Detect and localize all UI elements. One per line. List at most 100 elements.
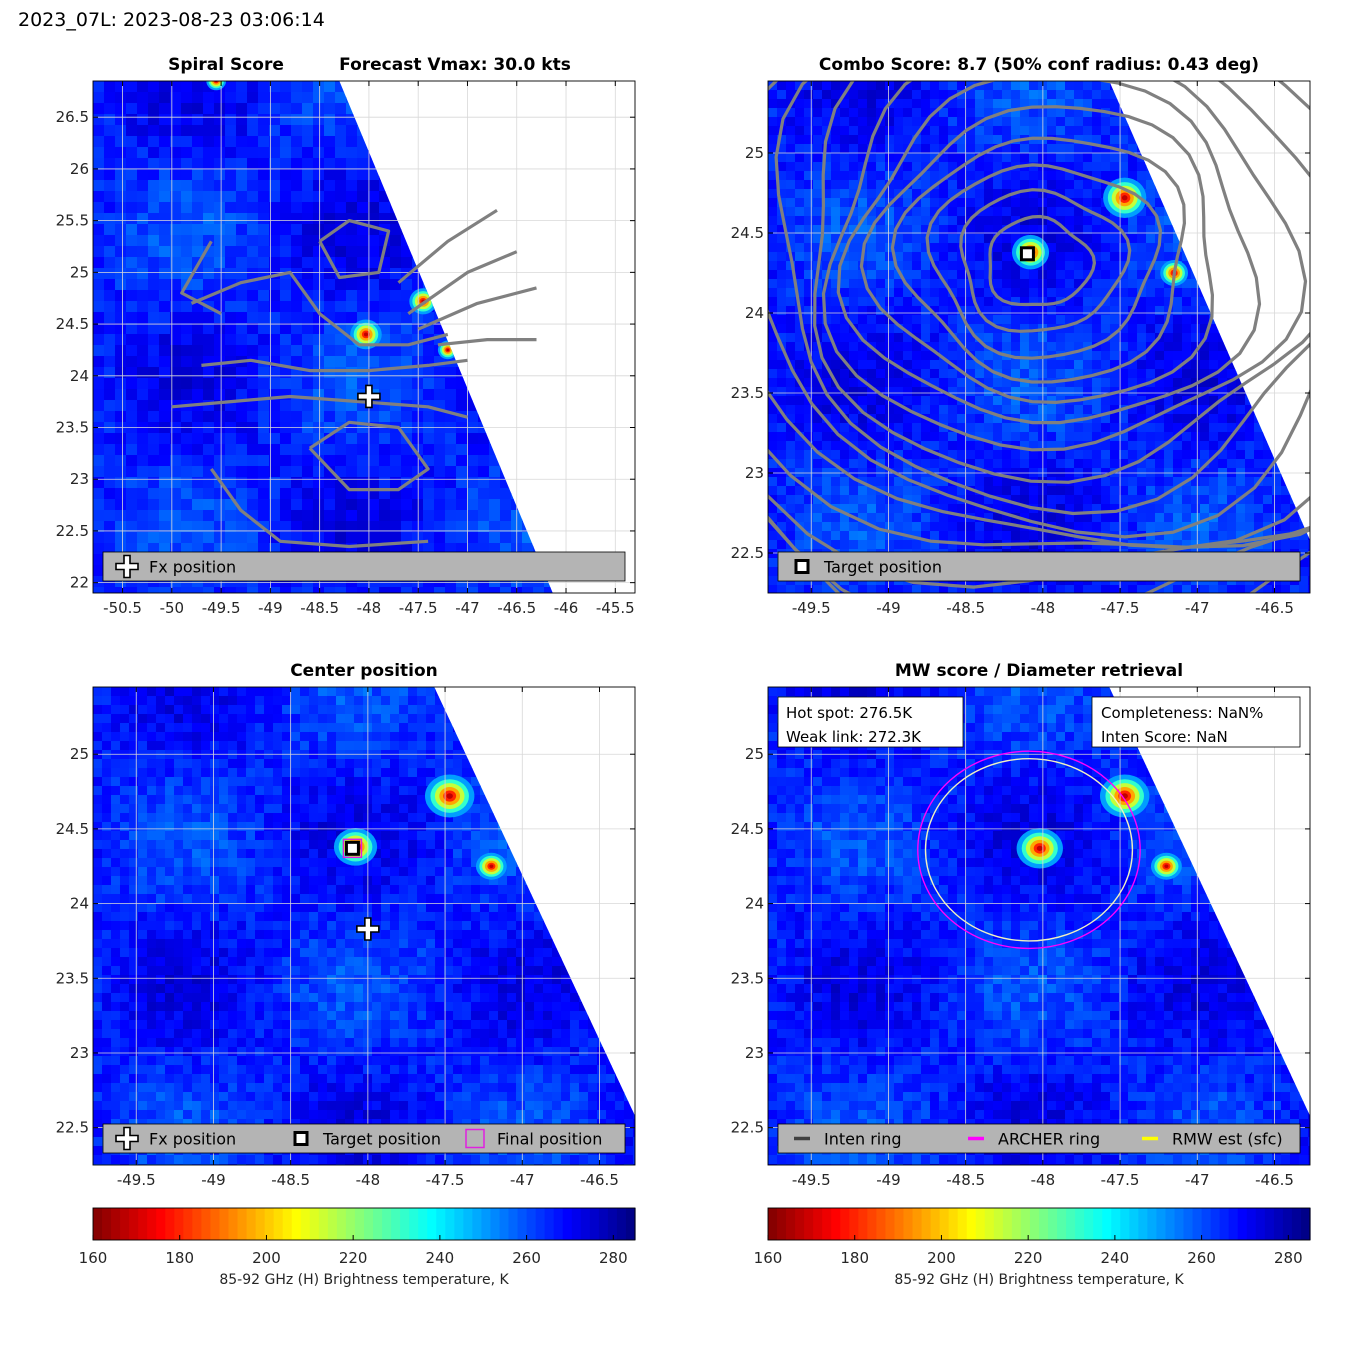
colorbar-segment: [1264, 1208, 1275, 1240]
contour-line: [768, 81, 1310, 539]
colorbar-segment: [454, 1208, 464, 1240]
target-position-marker: [1019, 246, 1035, 262]
x-tick-label: -48: [1031, 599, 1056, 617]
convective-hot-spot: [475, 852, 507, 880]
info-text: Completeness: NaN%: [1101, 704, 1263, 722]
colorbar-segment: [975, 1208, 986, 1240]
y-tick-label: 23: [745, 464, 764, 482]
colorbar-segment: [1147, 1208, 1158, 1240]
colorbar-segment: [481, 1208, 492, 1240]
legend-item-final: Final position: [465, 1128, 602, 1149]
x-tick-label: -49.5: [792, 1171, 831, 1189]
convective-hot-spot: [1016, 828, 1063, 869]
colorbar-tick-label: 220: [1014, 1249, 1043, 1267]
colorbar-segment: [409, 1208, 419, 1240]
info-text: Hot spot: 276.5K: [786, 704, 913, 722]
info-box-right: Completeness: NaN% Inten Score: NaN: [1091, 696, 1301, 748]
x-tick-label: -48.5: [946, 1171, 985, 1189]
colorbar-segment: [768, 1208, 778, 1240]
legend-item-archer: ARCHER ring: [968, 1130, 1100, 1149]
colorbar-segment: [156, 1208, 166, 1240]
rmw-ring: [924, 757, 1134, 942]
x-tick-label: -50: [160, 599, 185, 617]
contour-line: [821, 81, 1308, 452]
colorbar-segment: [1165, 1208, 1176, 1240]
colorbar-tick-label: 260: [1187, 1249, 1216, 1267]
legend-label: Target position: [322, 1130, 441, 1149]
contour-line: [925, 163, 1163, 360]
colorbar-segment: [1156, 1208, 1167, 1240]
target-position-marker: [344, 840, 360, 856]
legend-item-rmw: RMW est (sfc): [1142, 1130, 1283, 1149]
colorbar-segment: [418, 1208, 428, 1240]
x-tick-label: -47: [510, 1171, 535, 1189]
colorbar-frame: [767, 1207, 1311, 1241]
convective-hot-spot: [424, 774, 475, 818]
fx-position-marker: [115, 554, 139, 579]
x-tick-label: -49: [876, 599, 901, 617]
plot-area-spiral: [93, 81, 635, 593]
x-tick-label: -46: [554, 599, 579, 617]
panel-spiral: -50.5 -50 -49.5 -49 -48.5 -48 -47.5 -47 -46.5 -46…: [56, 55, 636, 617]
colorbar-segment: [795, 1208, 805, 1240]
legend-box: [102, 1123, 626, 1154]
colorbar-segment: [120, 1208, 130, 1240]
axis-ticks: -49.5 -49 -48.5 -48 -47.5 -47 -46.5 22.5 23 23.5 2…: [731, 81, 1310, 617]
x-tick-label: -46.5: [1255, 1171, 1294, 1189]
axes-frame: [767, 686, 1311, 1166]
legend-item-fx: Fx position: [115, 1126, 236, 1151]
y-tick-label: 25: [70, 745, 89, 763]
colorbar-segment: [903, 1208, 914, 1240]
colorbar-segment: [291, 1208, 302, 1240]
plot-area-combo: [768, 81, 1310, 593]
axis-ticks: -50.5 -50 -49.5 -49 -48.5 -48 -47.5 -47 -46.5 -46…: [56, 81, 635, 617]
colorbar-segment: [1210, 1208, 1221, 1240]
colorbar-segment: [786, 1208, 796, 1240]
colorbar-segment: [1282, 1208, 1293, 1240]
colorbar-segment: [1048, 1208, 1058, 1240]
colorbar-segment: [535, 1208, 546, 1240]
colorbar-segment: [804, 1208, 814, 1240]
colorbar-segment: [1111, 1208, 1121, 1240]
colorbar-segment: [948, 1208, 959, 1240]
colorbar-segment: [625, 1208, 636, 1240]
x-tick-label: -48.5: [271, 1171, 310, 1189]
x-tick-label: -47: [1185, 599, 1210, 617]
contour-line: [318, 219, 391, 280]
legend-label: Final position: [497, 1130, 602, 1149]
colorbar-segment: [921, 1208, 932, 1240]
colorbar-segment: [147, 1208, 157, 1240]
colorbar-frame: [92, 1207, 636, 1241]
axis-ticks: -49.5 -49 -48.5 -48 -47.5 -47 -46.5 22.5 23 23.5 2…: [731, 687, 1310, 1189]
y-tick-label: 25: [745, 745, 764, 763]
panel-title: Combo Score: 8.7 (50% conf radius: 0.43 …: [819, 55, 1259, 75]
colorbar-segment: [1273, 1208, 1284, 1240]
x-tick-label: -49.5: [792, 599, 831, 617]
colorbar-segment: [1057, 1208, 1067, 1240]
colorbar-segment: [102, 1208, 112, 1240]
colorbar-segment: [849, 1208, 859, 1240]
colorbar-segment: [1075, 1208, 1085, 1240]
colorbar-segment: [300, 1208, 311, 1240]
colorbar-segment: [1020, 1208, 1031, 1240]
x-tick-label: -49: [201, 1171, 226, 1189]
colorbar-segment: [201, 1208, 212, 1240]
colorbar-segment: [912, 1208, 923, 1240]
y-tick-label: 25: [745, 144, 764, 162]
y-tick-label: 24.5: [56, 820, 89, 838]
x-tick-label: -47.5: [1101, 1171, 1140, 1189]
colorbar-segment: [1039, 1208, 1049, 1240]
target-position-marker: [794, 559, 810, 574]
colorbar-segment: [93, 1208, 103, 1240]
colorbar-segment: [1120, 1208, 1130, 1240]
y-tick-label: 23.5: [731, 969, 764, 987]
colorbar-segment: [327, 1208, 338, 1240]
colorbar-segment: [463, 1208, 473, 1240]
colorbar-segment: [616, 1208, 627, 1240]
x-tick-label: -48: [1031, 1171, 1056, 1189]
x-tick-label: -45.5: [596, 599, 635, 617]
colorbar-segment: [264, 1208, 275, 1240]
fx-position-marker: [357, 384, 381, 409]
colorbar-segment: [111, 1208, 121, 1240]
y-tick-label: 25.5: [56, 212, 89, 230]
